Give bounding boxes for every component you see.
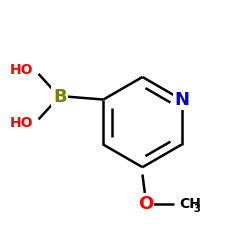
Text: O: O [138, 194, 153, 212]
Text: B: B [53, 88, 66, 106]
Text: HO: HO [10, 64, 34, 78]
Text: HO: HO [10, 116, 34, 130]
Text: 3: 3 [194, 204, 200, 214]
Text: CH: CH [179, 196, 201, 210]
Text: N: N [174, 90, 189, 108]
